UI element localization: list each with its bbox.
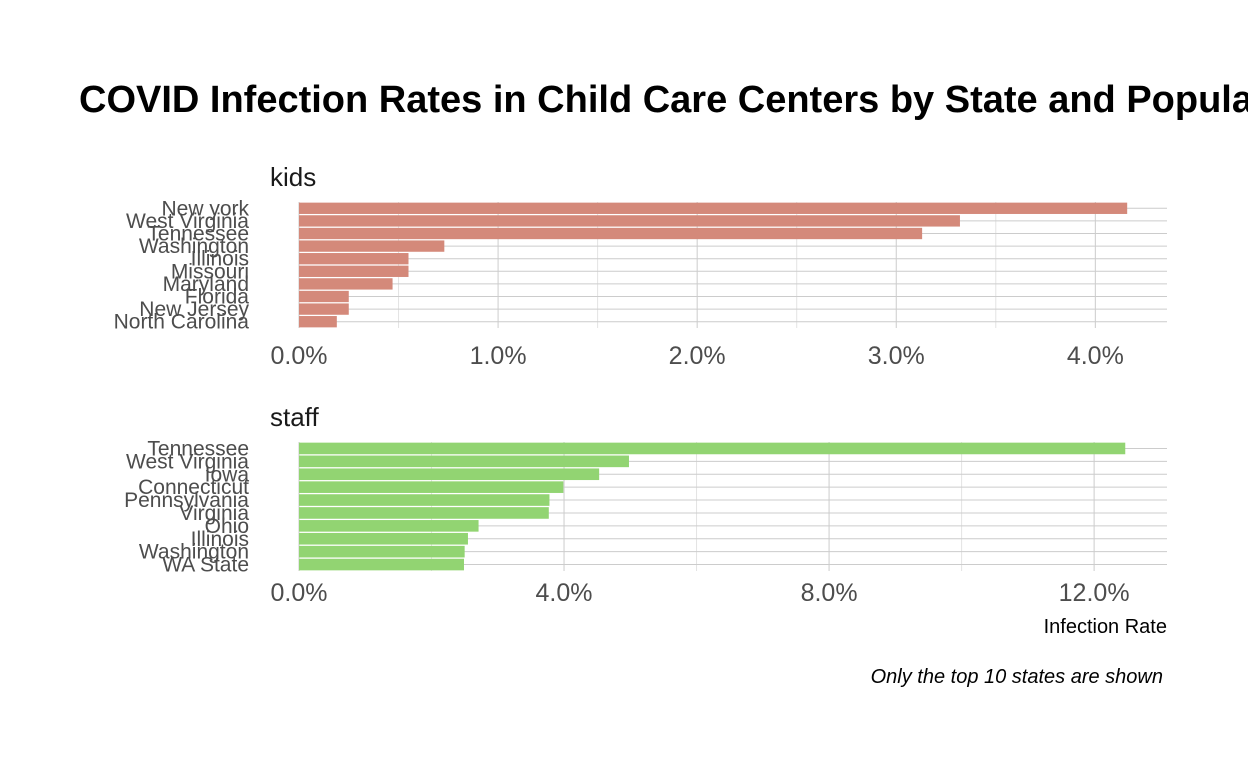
bar-kids-6 [299, 278, 393, 290]
category-label: Connecticut [138, 476, 249, 499]
category-label: Tennessee [147, 223, 249, 246]
tick-label: 8.0% [801, 579, 858, 607]
category-label: Florida [185, 286, 250, 309]
category-label: New york [161, 197, 249, 220]
chart-title: COVID Infection Rates in Child Care Cent… [79, 79, 1248, 121]
category-label: Washington [139, 541, 249, 564]
category-label: Iowa [205, 463, 250, 486]
tick-label: 12.0% [1059, 579, 1130, 607]
category-label: Illinois [191, 528, 249, 551]
facet-label-staff: staff [270, 402, 319, 432]
bar-kids-1 [299, 215, 960, 227]
tick-label: 4.0% [536, 579, 593, 607]
bar-staff-5 [299, 507, 549, 519]
chart-caption: Only the top 10 states are shown [871, 666, 1163, 688]
bar-kids-9 [299, 316, 337, 328]
bar-kids-2 [299, 227, 923, 240]
bar-staff-6 [299, 520, 479, 532]
bar-staff-7 [299, 532, 468, 545]
category-label: West Virginia [126, 210, 249, 233]
tick-label: 3.0% [868, 342, 925, 370]
bar-staff-2 [299, 468, 600, 481]
category-label: Tennessee [147, 437, 249, 460]
bar-staff-4 [299, 494, 550, 506]
category-label: Virginia [179, 502, 249, 525]
category-label: West Virginia [126, 450, 249, 473]
category-label: Ohio [205, 515, 249, 538]
tick-label: 0.0% [271, 579, 328, 607]
bar-kids-7 [299, 290, 349, 303]
category-label: Pennsylvania [124, 489, 249, 512]
bar-staff-1 [299, 455, 629, 468]
facet-label-kids: kids [270, 162, 316, 192]
bar-staff-0 [299, 442, 1126, 455]
bar-kids-3 [299, 240, 445, 252]
x-axis-title: Infection Rate [1044, 616, 1167, 638]
category-label: New Jersey [139, 298, 249, 321]
tick-label: 1.0% [470, 342, 527, 370]
bar-kids-0 [299, 202, 1128, 214]
category-label: Illinois [191, 248, 249, 271]
category-label: Washington [139, 235, 249, 258]
bar-kids-8 [299, 303, 349, 315]
bar-staff-9 [299, 558, 464, 571]
category-label: Maryland [163, 273, 249, 296]
bar-staff-8 [299, 545, 465, 558]
bar-kids-5 [299, 265, 409, 277]
category-label: Missouri [171, 260, 249, 283]
bar-kids-4 [299, 253, 409, 265]
category-label: North Carolina [114, 311, 250, 334]
bar-staff-3 [299, 481, 564, 493]
tick-label: 4.0% [1067, 342, 1124, 370]
tick-label: 0.0% [271, 342, 328, 370]
tick-label: 2.0% [669, 342, 726, 370]
category-label: WA State [162, 554, 249, 577]
